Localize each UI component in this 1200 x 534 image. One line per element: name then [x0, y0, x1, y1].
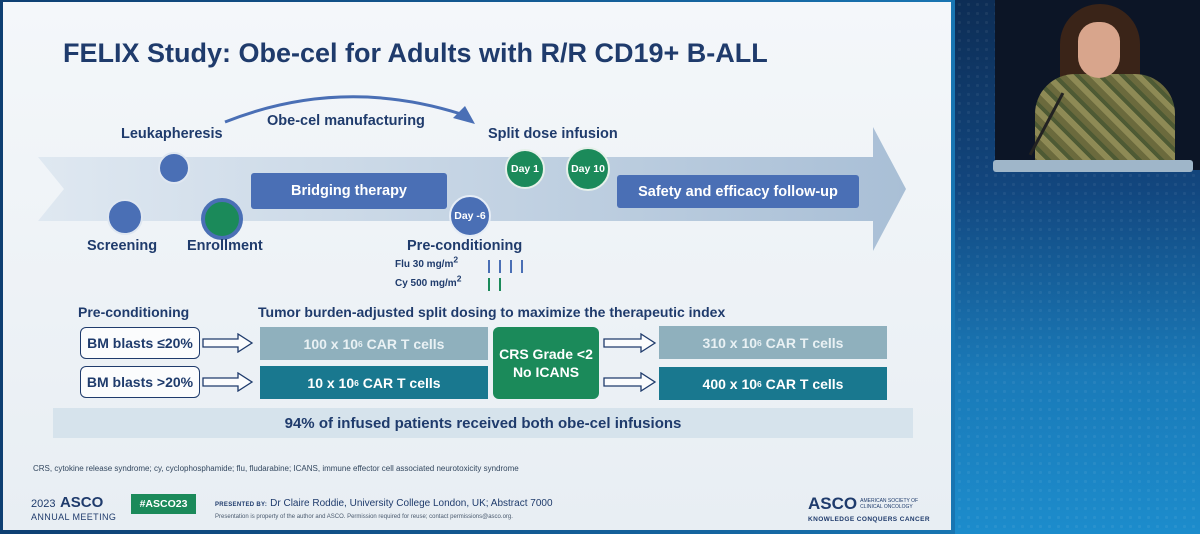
summary-banner: 94% of infused patients received both ob… [53, 408, 913, 438]
podium [993, 160, 1193, 172]
dosing-heading: Tumor burden-adjusted split dosing to ma… [258, 304, 726, 320]
day1-marker: Day 1 [505, 149, 545, 189]
day10-marker: Day 10 [566, 147, 610, 191]
flu-tick [510, 260, 512, 273]
flu-tick [499, 260, 501, 273]
dosing-preconditioning-label: Pre-conditioning [78, 304, 190, 320]
manufacturing-arrow [224, 95, 475, 124]
split-dose-label: Split dose infusion [488, 126, 618, 142]
cy-tick [499, 278, 501, 291]
safety-followup-box: Safety and efficacy follow-up [617, 175, 859, 208]
crs-criteria-box: CRS Grade <2 No ICANS [493, 327, 599, 399]
dose-310-box: 310 x 10 6 CAR T cells [659, 326, 887, 359]
bm-blasts-low-box: BM blasts ≤20% [80, 327, 200, 359]
presented-by: PRESENTED BY: Dr Claire Roddie, Universit… [215, 498, 553, 509]
bridging-therapy-box: Bridging therapy [251, 173, 447, 209]
abbreviations-footnote: CRS, cytokine release syndrome; cy, cycl… [33, 464, 519, 473]
slide: FELIX Study: Obe-cel for Adults with R/R… [3, 2, 951, 530]
screening-marker [107, 199, 143, 235]
screening-label: Screening [87, 238, 158, 254]
cy-dose-label: Cy 500 mg/m2 [395, 273, 462, 289]
arrow-bm-high [202, 372, 254, 392]
leukapheresis-label: Leukapheresis [121, 126, 223, 142]
day-minus6-marker: Day -6 [449, 195, 491, 237]
manufacturing-label: Obe-cel manufacturing [267, 113, 425, 129]
slide-title: FELIX Study: Obe-cel for Adults with R/R… [63, 38, 768, 68]
arrow-bm-low [202, 333, 254, 353]
presenter-body [1035, 74, 1175, 166]
dose-400-box: 400 x 10 6 CAR T cells [659, 367, 887, 400]
enrollment-label: Enrollment [187, 238, 263, 254]
flu-tick [521, 260, 523, 273]
enrollment-marker [201, 198, 243, 240]
cy-tick [488, 278, 490, 291]
timeline-arrow [38, 127, 906, 251]
bm-blasts-high-box: BM blasts >20% [80, 366, 200, 398]
presenter [1028, 4, 1180, 166]
asco-logo: ASCO AMERICAN SOCIETY OF CLINICAL ONCOLOG… [808, 494, 930, 523]
property-note: Presentation is property of the author a… [215, 514, 513, 520]
arrow-crs-lower [603, 372, 657, 392]
preconditioning-label: Pre-conditioning [407, 238, 523, 254]
leukapheresis-marker [158, 152, 190, 184]
flu-tick [488, 260, 490, 273]
dose-100-box: 100 x 10 6 CAR T cells [260, 327, 488, 360]
hashtag-badge: #ASCO23 [131, 494, 196, 514]
presenter-face [1078, 22, 1120, 78]
flu-dose-label: Flu 30 mg/m2 [395, 254, 459, 270]
dose-10-box: 10 x 10 6 CAR T cells [260, 366, 488, 399]
arrow-crs-upper [603, 333, 657, 353]
asco-annual-meeting-logo: 2023 ASCO ANNUAL MEETING [31, 494, 117, 522]
